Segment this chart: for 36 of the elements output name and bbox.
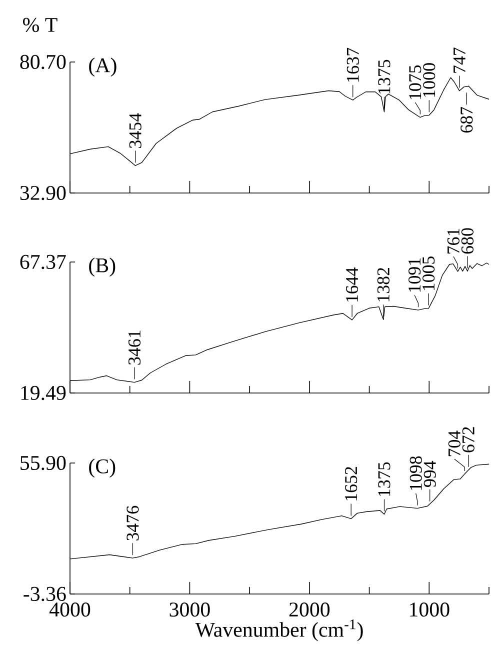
annotation: 704 [448,430,460,456]
annotation: 1652 [345,467,358,500]
annotation: 3461 [128,330,141,365]
annotation: 3476 [126,506,139,540]
x-tick-label: 4000 [49,602,90,617]
annotation: 687 [460,106,473,133]
annotation: 1091 [408,258,421,292]
y-tick-label: -3.36 [24,586,66,602]
annotation: 1644 [346,268,358,302]
annotation: 680 [461,228,474,254]
y-tick-label: 80.70 [20,54,66,70]
annotation: 3454 [129,113,142,148]
x-axis-title: Wavenumber (cm$^{-1}$) [195,619,363,642]
annotation: 672 [462,427,474,452]
annotation: 1375 [378,60,390,94]
annotation: 1000 [423,63,436,97]
x-tick-label: 3000 [170,602,210,617]
chart-title: (C) [89,458,116,478]
y-tick-label: 19.49 [21,386,66,400]
x-tick-label: 2000 [289,602,330,617]
y-tick-label: 55.90 [20,456,66,470]
x-tick-label: 1000 [410,602,450,617]
chart-title: (A) [89,58,116,77]
annotation: 1382 [377,268,390,302]
annotation: 761 [447,228,460,254]
annotation: 994 [424,460,436,487]
annotation: 1637 [346,48,359,82]
y-axis-title: % T [22,18,58,32]
annotation: 1098 [410,456,422,490]
chart-title: (B) [89,258,116,277]
annotation: 1005 [422,256,435,290]
y-tick-label: 32.90 [20,186,66,200]
annotation: 747 [454,48,466,73]
annotation: 1075 [409,65,422,99]
annotation: 1375 [378,462,390,496]
y-tick-label: 67.37 [20,254,66,270]
